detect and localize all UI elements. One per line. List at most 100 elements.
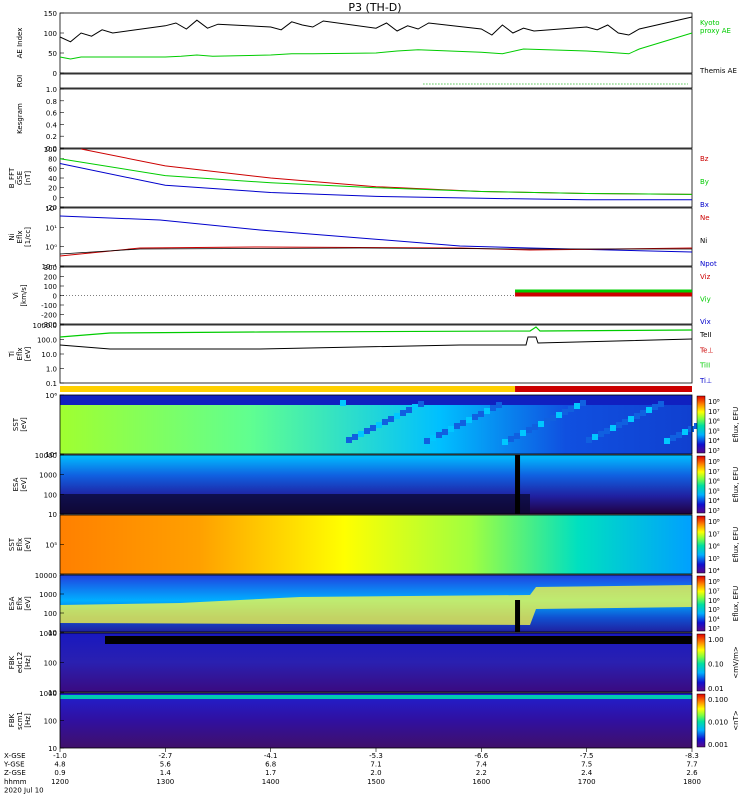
x-tick-label: 1200 bbox=[51, 778, 69, 786]
y-tick-label: 20 bbox=[48, 185, 57, 193]
y-axis-label: FBK bbox=[8, 655, 16, 669]
spectrogram-pixel bbox=[592, 434, 598, 440]
y-tick-label: 1000.0 bbox=[33, 322, 58, 330]
spectrogram-pixel bbox=[676, 432, 682, 438]
y-tick-label: 0 bbox=[53, 70, 57, 78]
spectrogram-pixel bbox=[586, 437, 592, 443]
y-axis-label: SST bbox=[12, 417, 20, 431]
spectrogram-pixel bbox=[532, 424, 538, 430]
legend-label: Vix bbox=[700, 318, 711, 326]
y-axis-label: AE Index bbox=[16, 28, 24, 59]
y-axis-label: [eV] bbox=[24, 537, 32, 552]
y-axis-label: FBK bbox=[8, 713, 16, 727]
colorbar-tick-label: 10⁴ bbox=[708, 616, 720, 624]
spectrogram-pixel bbox=[688, 426, 694, 432]
plot-area bbox=[60, 13, 692, 73]
y-tick-label: 0.4 bbox=[46, 121, 58, 129]
colorbar-tick-label: 0.10 bbox=[708, 661, 724, 669]
figure-title: P3 (TH-D) bbox=[348, 1, 401, 14]
series-line-npot bbox=[59, 215, 693, 253]
colorbar-tick-label: 10⁴ bbox=[708, 567, 720, 575]
colorbar-tick-label: 10⁵ bbox=[708, 427, 720, 435]
y-axis-label: ESA bbox=[8, 596, 16, 610]
spectrogram-pixel bbox=[406, 407, 412, 413]
series-line-themis-ae bbox=[59, 16, 693, 43]
y-tick-label: 40 bbox=[48, 175, 57, 183]
y-tick-label: 100.0 bbox=[37, 337, 57, 345]
colorbar-tick-label: 10⁶ bbox=[708, 418, 720, 426]
spectrogram-pixel bbox=[436, 432, 442, 438]
colorbar-tick-label: 0.01 bbox=[708, 685, 724, 693]
y-axis-label: [eV] bbox=[24, 596, 32, 611]
spectrogram-pixel bbox=[448, 426, 454, 432]
spectrogram-pixel bbox=[622, 419, 628, 425]
spectrogram-pixel bbox=[502, 439, 508, 445]
legend-label: Kyoto bbox=[700, 19, 720, 27]
legend-label: Ni bbox=[700, 237, 707, 245]
y-tick-label: 10 bbox=[48, 745, 57, 753]
colorbar bbox=[696, 693, 706, 748]
x-tick-label: 1500 bbox=[367, 778, 385, 786]
y-tick-label: 10.0 bbox=[41, 351, 57, 359]
y-tick-label: 10 bbox=[48, 689, 57, 697]
y-axis-label: [1/cc] bbox=[24, 227, 32, 247]
x-tick-label: 1600 bbox=[472, 778, 490, 786]
colorbar-tick-label: 10⁷ bbox=[708, 408, 720, 416]
spectrogram-pixel bbox=[550, 415, 556, 421]
panel-11: 1.00 0.10 0.01 <mV/m> 10 100 1000 FBK edc12 [Hz] bbox=[8, 630, 740, 697]
spectrogram-pixel bbox=[508, 436, 514, 442]
series-line-viz bbox=[515, 291, 692, 297]
y-tick-label: 10000 bbox=[35, 452, 57, 460]
y-axis-label: [eV] bbox=[20, 477, 28, 492]
spectrogram-pixel bbox=[460, 420, 466, 426]
spectrogram-pixel bbox=[652, 404, 658, 410]
spectrogram-pixel bbox=[412, 404, 418, 410]
panel-12: 0.100 0.010 0.001 <nT> 10 100 1000 FBK scm1 [Hz] bbox=[8, 690, 740, 753]
x-tick-label: -8.3 bbox=[685, 752, 699, 760]
series-line-kyoto-proxy-ae bbox=[59, 32, 693, 60]
colorbar bbox=[696, 515, 706, 574]
colorbar-tick-label: 10⁶ bbox=[708, 597, 720, 605]
spectrogram-pixel bbox=[610, 425, 616, 431]
y-tick-label: 100 bbox=[44, 146, 57, 154]
spectrogram-pixel bbox=[604, 428, 610, 434]
spectrogram-pixel bbox=[424, 438, 430, 444]
spectrogram-band bbox=[105, 636, 692, 644]
y-tick-label: 150 bbox=[44, 10, 57, 18]
x-axis-row-label: Z-GSE bbox=[4, 769, 26, 777]
y-axis-label: scm1 bbox=[16, 711, 24, 730]
colorbar-tick-label: 10⁸ bbox=[708, 458, 720, 466]
series-line-ni bbox=[59, 247, 692, 255]
y-tick-label: 10¹ bbox=[45, 224, 57, 232]
y-tick-label: 1000 bbox=[39, 472, 57, 480]
legend-label: TiII bbox=[699, 362, 710, 370]
series-line-teii bbox=[59, 336, 693, 350]
spectrogram-pixel bbox=[400, 410, 406, 416]
y-tick-label: 1000 bbox=[39, 591, 57, 599]
spectrogram-pixel bbox=[574, 403, 580, 409]
legend-label: TeII bbox=[699, 331, 712, 339]
y-axis-label: [km/s] bbox=[20, 284, 28, 307]
spectrogram-pixel bbox=[352, 434, 358, 440]
spectrogram-pixel bbox=[418, 401, 424, 407]
spectrogram-pixel bbox=[514, 433, 520, 439]
colorbar bbox=[696, 455, 706, 514]
spectrogram-pixel bbox=[598, 431, 604, 437]
plot-frame bbox=[59, 394, 693, 455]
colorbar-tick-label: 10³ bbox=[708, 447, 720, 455]
x-tick-label: 7.4 bbox=[476, 761, 488, 769]
y-axis-label: Eflx bbox=[16, 348, 24, 361]
y-tick-label: 10⁵ bbox=[45, 542, 57, 550]
x-tick-label: 2.4 bbox=[581, 769, 593, 777]
x-tick-label: 1.4 bbox=[160, 769, 172, 777]
colorbar-tick-label: 10⁴ bbox=[708, 497, 720, 505]
y-tick-label: 0.1 bbox=[46, 380, 57, 388]
spectrogram-band bbox=[60, 494, 530, 514]
plot-frame bbox=[59, 454, 693, 515]
colorbar-tick-label: 10⁶ bbox=[708, 543, 720, 551]
spectrogram-pixel bbox=[478, 411, 484, 417]
